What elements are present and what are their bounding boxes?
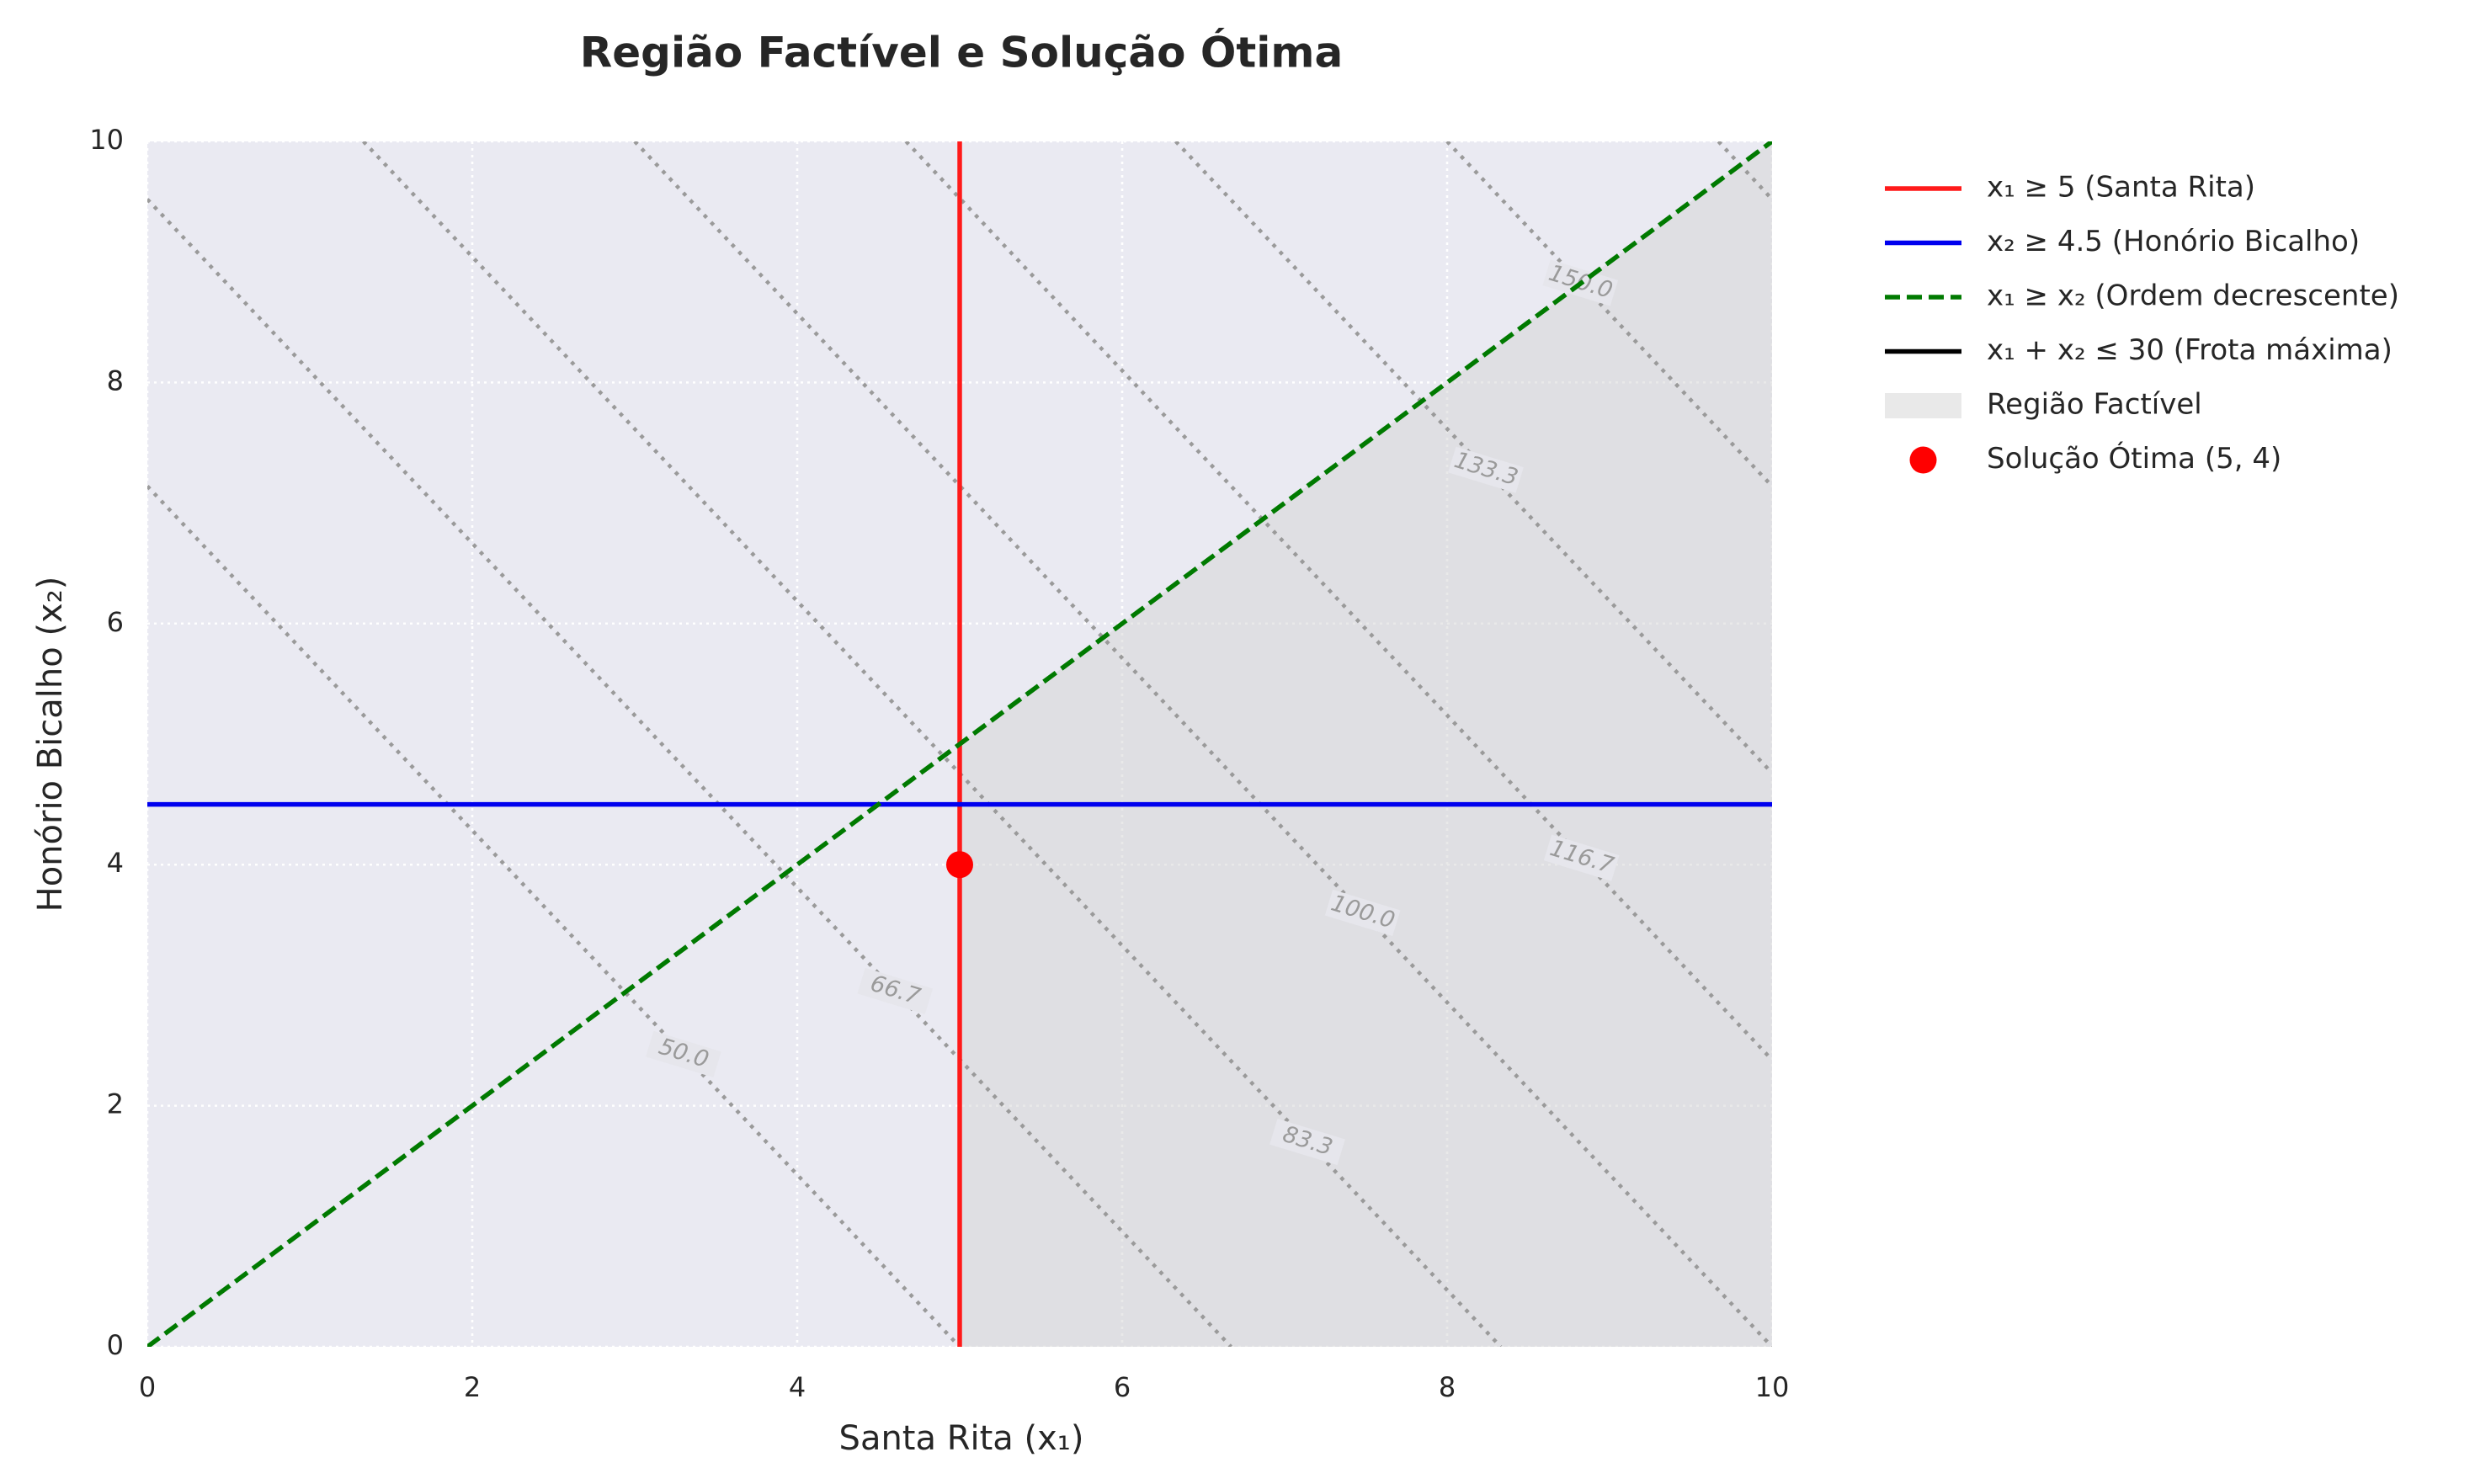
contour-label-gap <box>857 967 934 1014</box>
y-tick-label: 10 <box>89 124 124 156</box>
optimal-point <box>946 851 973 879</box>
legend-label: Região Factível <box>1987 388 2202 422</box>
y-tick-label: 8 <box>107 364 124 396</box>
chart-title: Região Factível e Solução Ótima <box>580 28 1343 77</box>
legend: x₁ ≥ 5 (Santa Rita) x₂ ≥ 4.5 (Honório Bic… <box>1885 171 2399 476</box>
objective-contour <box>362 141 1503 1347</box>
objective-contour <box>1174 141 1772 774</box>
feasible-region <box>960 141 1772 1347</box>
objective-contour <box>633 141 1772 1347</box>
legend-label: x₂ ≥ 4.5 (Honório Bicalho) <box>1987 225 2360 258</box>
legend-swatch <box>1909 446 1937 474</box>
objective-contour <box>1717 141 1772 201</box>
y-tick-label: 2 <box>107 1088 124 1120</box>
x-tick-label: 4 <box>789 1371 806 1403</box>
y-tick-label: 6 <box>107 606 124 638</box>
objective-contour <box>147 198 1232 1347</box>
legend-label: x₁ + x₂ ≤ 30 (Frota máxima) <box>1987 333 2392 367</box>
x-tick-label: 10 <box>1755 1371 1790 1403</box>
legend-label: x₁ ≥ 5 (Santa Rita) <box>1987 171 2255 205</box>
x-axis-label: Santa Rita (x₁) <box>839 1419 1084 1458</box>
objective-contour <box>1445 141 1772 488</box>
y-tick-label: 4 <box>107 847 124 879</box>
contour-label-gap <box>1543 834 1620 881</box>
x-tick-label: 2 <box>464 1371 481 1403</box>
contour-label-gap <box>1448 446 1524 493</box>
y-axis-label: Honório Bicalho (x₂) <box>31 577 70 912</box>
x-tick-label: 0 <box>139 1371 156 1403</box>
legend-swatch <box>1885 393 1961 418</box>
x-tick-label: 6 <box>1114 1371 1131 1403</box>
x-tick-label: 8 <box>1439 1371 1456 1403</box>
constraint-line <box>147 141 1772 1347</box>
contour-label-gap <box>1269 1118 1345 1166</box>
objective-contour <box>904 141 1772 1061</box>
contour-label-gap <box>646 1030 721 1077</box>
legend-label: x₁ ≥ x₂ (Ordem decrescente) <box>1987 279 2399 313</box>
contour-label-gap <box>1324 889 1401 937</box>
y-tick-label: 0 <box>107 1329 124 1361</box>
legend-label: Solução Ótima (5, 4) <box>1987 441 2281 476</box>
